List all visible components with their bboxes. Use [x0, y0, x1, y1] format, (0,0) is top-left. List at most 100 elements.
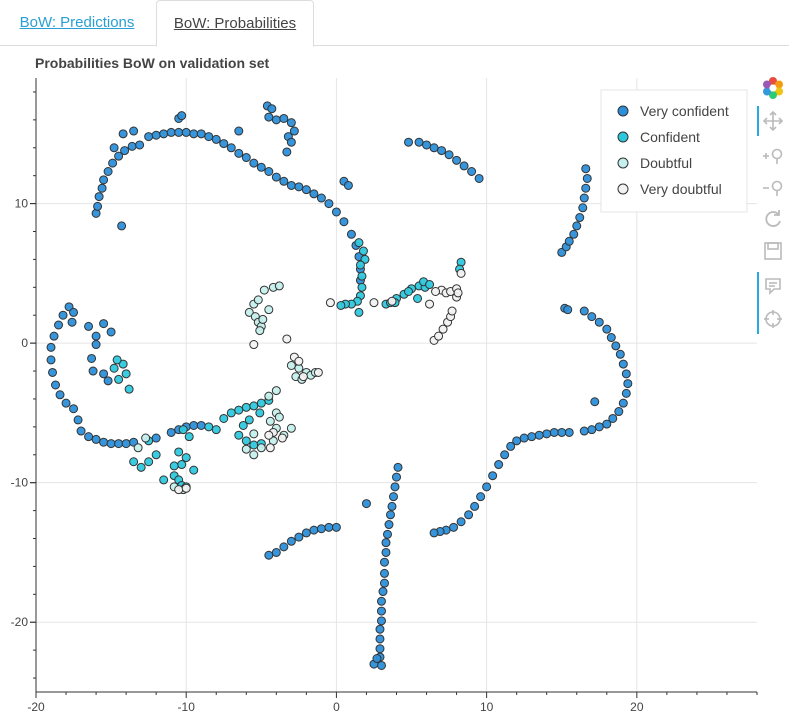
data-point [413, 293, 423, 303]
data-point [226, 143, 236, 153]
data-point [623, 379, 633, 389]
x-tick-label: -10 [178, 700, 196, 714]
data-point [271, 115, 281, 125]
x-tick-label: 10 [480, 700, 494, 714]
data-point [244, 307, 254, 317]
data-point [99, 319, 109, 329]
data-point [379, 557, 389, 567]
data-point [259, 285, 269, 295]
data-point [114, 439, 124, 449]
legend-label: Doubtful [640, 155, 692, 171]
data-point [355, 260, 365, 270]
data-point [527, 432, 537, 442]
data-point [51, 380, 61, 390]
data-point [226, 408, 236, 418]
data-point [590, 397, 600, 407]
data-point [602, 324, 612, 334]
data-point [117, 221, 127, 231]
data-point [129, 126, 139, 136]
data-point [324, 522, 334, 532]
data-point [69, 307, 79, 317]
data-point [581, 164, 591, 174]
series-doubtful [133, 281, 320, 495]
data-point [99, 437, 109, 447]
data-point [456, 517, 466, 527]
crosshair-icon[interactable] [759, 305, 787, 333]
reset-icon[interactable] [759, 205, 787, 233]
data-point [376, 660, 386, 670]
data-point [438, 324, 448, 334]
data-point [324, 199, 334, 209]
data-point [476, 492, 486, 502]
data-point [93, 201, 103, 211]
data-point [181, 483, 191, 493]
data-point [354, 238, 364, 248]
save-icon[interactable] [759, 237, 787, 265]
data-point [204, 422, 214, 432]
data-point [97, 183, 107, 193]
data-point [404, 137, 414, 147]
data-point [467, 166, 477, 176]
tab-bow-predictions[interactable]: BoW: Predictions [19, 14, 135, 31]
data-point [376, 606, 386, 616]
data-point [608, 413, 618, 423]
data-point [184, 432, 194, 442]
bokeh-logo-icon[interactable] [759, 74, 787, 102]
data-point [369, 298, 379, 308]
data-point [87, 353, 97, 363]
data-point [109, 363, 119, 373]
data-point [325, 298, 335, 308]
data-point [301, 528, 311, 538]
tab-bow-probabilities[interactable]: BoW: Probabilities [156, 0, 314, 47]
data-point [106, 327, 116, 337]
data-point [144, 457, 154, 467]
data-point [181, 453, 191, 463]
data-point [159, 475, 169, 485]
data-point [112, 355, 122, 365]
data-point [91, 340, 101, 350]
x-tick-label: 0 [333, 700, 340, 714]
data-point [488, 471, 498, 481]
data-point [88, 366, 98, 376]
data-point [519, 433, 529, 443]
data-point [264, 166, 274, 176]
data-point [578, 203, 588, 213]
data-point [382, 529, 392, 539]
data-point [279, 542, 289, 552]
data-point [464, 510, 474, 520]
data-point [579, 193, 589, 203]
data-point [114, 374, 124, 384]
data-point [404, 287, 414, 297]
data-point [309, 525, 319, 535]
data-point [316, 193, 326, 203]
data-point [249, 440, 259, 450]
hover-icon[interactable] [759, 272, 787, 300]
data-point [189, 420, 199, 430]
data-point [267, 104, 277, 114]
legend-label: Very doubtful [640, 181, 722, 197]
data-point [114, 151, 124, 161]
zoom-in-icon[interactable] [759, 142, 787, 170]
legend-marker [617, 157, 629, 169]
data-point [621, 369, 631, 379]
data-point [316, 524, 326, 534]
data-point [361, 499, 371, 509]
legend-label: Very confident [640, 103, 729, 119]
data-point [375, 624, 385, 634]
data-point [46, 355, 56, 365]
data-point [211, 425, 221, 435]
data-point [372, 654, 382, 664]
data-point [265, 416, 275, 426]
data-point [103, 376, 113, 386]
zoom-out-icon[interactable] [759, 174, 787, 202]
data-point [378, 587, 388, 597]
y-tick-label: -20 [11, 615, 29, 629]
data-point [94, 192, 104, 202]
data-point [279, 113, 289, 123]
data-point [256, 162, 266, 172]
data-point [429, 143, 439, 153]
data-point [298, 372, 308, 382]
pan-icon[interactable] [759, 107, 787, 135]
data-point [434, 331, 444, 341]
